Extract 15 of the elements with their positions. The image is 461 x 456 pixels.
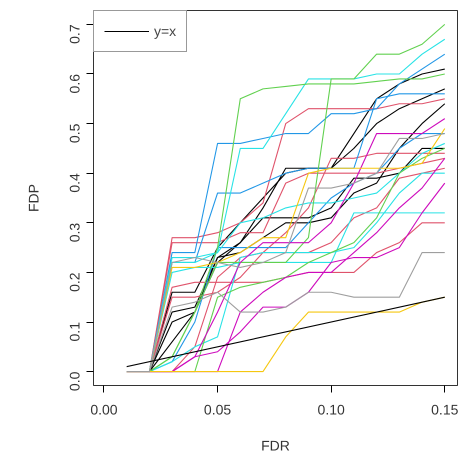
y-tick-label: 0.1 [66, 322, 82, 342]
legend-label: y=x [154, 23, 176, 39]
y-tick-label: 0.3 [66, 222, 82, 242]
y-tick-label: 0.4 [66, 172, 82, 193]
y-tick-label: 0.0 [66, 371, 82, 392]
x-tick-label: 0.05 [204, 402, 232, 418]
x-tick-label: 0.00 [90, 402, 118, 418]
y-axis-title: FDP [26, 184, 42, 212]
y-tick-label: 0.2 [66, 272, 82, 292]
x-tick-label: 0.15 [431, 402, 459, 418]
y-tick-label: 0.5 [66, 123, 82, 144]
x-tick-label: 0.10 [318, 402, 346, 418]
x-axis-title: FDR [261, 438, 290, 454]
y-tick-label: 0.6 [66, 74, 82, 94]
y-tick-label: 0.7 [66, 24, 82, 44]
